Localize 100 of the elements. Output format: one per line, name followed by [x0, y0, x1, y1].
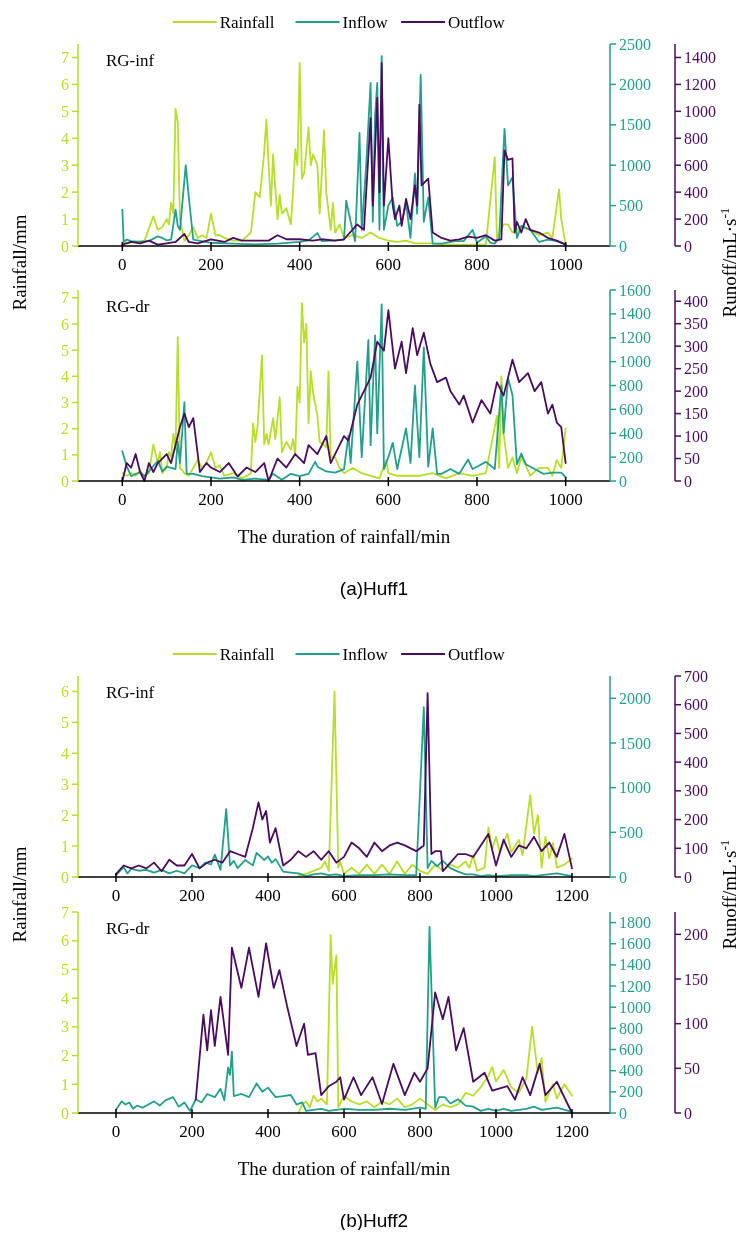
y3-tick-label: 150	[684, 405, 708, 423]
y2-tick-label: 1000	[619, 156, 651, 174]
y-tick-label: 4	[61, 989, 69, 1007]
y-tick-label: 6	[61, 76, 69, 93]
y3-tick-label: 0	[684, 868, 692, 886]
y-tick-label: 3	[61, 156, 69, 174]
y-tick-label: 6	[61, 932, 69, 950]
y-tick-label: 7	[61, 903, 69, 921]
y-tick-label: 7	[61, 49, 69, 67]
y3-tick-label: 400	[684, 753, 708, 771]
x-tick-label: 800	[407, 1122, 433, 1141]
legend-label: Rainfall	[219, 644, 275, 664]
y2-tick-label: 1000	[619, 998, 651, 1016]
y2-tick-label: 0	[619, 237, 627, 255]
x-tick-label: 400	[255, 1122, 281, 1141]
y2-tick-label: 500	[619, 197, 643, 215]
y-tick-label: 1	[61, 210, 69, 228]
y3-tick-label: 400	[684, 292, 708, 310]
x-tick-label: 0	[118, 490, 127, 509]
y2-tick-label: 1000	[619, 353, 651, 371]
y3-tick-label: 200	[684, 925, 708, 943]
legend-label: Outflow	[448, 12, 506, 32]
y2-tick-label: 800	[619, 1019, 643, 1037]
y-tick-label: 1	[61, 837, 69, 855]
y2-tick-label: 1600	[619, 281, 651, 299]
y-axis-title: Rainfall/mm	[9, 214, 30, 311]
y3-tick-label: 200	[684, 210, 708, 228]
y2-tick-label: 400	[619, 424, 643, 442]
line-series	[194, 942, 573, 1114]
x-tick-label: 600	[331, 886, 357, 905]
y3-tick-label: 800	[684, 129, 708, 147]
y-tick-label: 2	[61, 183, 69, 201]
y2-tick-label: 400	[619, 1062, 643, 1080]
x-tick-label: 400	[286, 490, 313, 509]
y2-tick-label: 200	[619, 448, 643, 466]
y-tick-label: 0	[61, 472, 69, 490]
y3-tick-label: 0	[684, 237, 692, 255]
legend-label: Rainfall	[219, 12, 275, 32]
y3-tick-label: 200	[684, 811, 708, 829]
chart-title: RG-inf	[106, 51, 155, 70]
y-tick-label: 5	[61, 341, 69, 359]
y-tick-label: 0	[61, 868, 69, 886]
y-tick-label: 1	[61, 1075, 69, 1093]
y3-tick-label: 600	[684, 156, 708, 174]
y-tick-label: 0	[61, 237, 69, 255]
x-tick-label: 800	[407, 886, 433, 905]
y3-tick-label: 200	[684, 382, 708, 400]
x-tick-label: 1200	[555, 1122, 589, 1141]
y3-tick-label: 400	[684, 183, 708, 201]
y2-tick-label: 1500	[619, 116, 651, 134]
y2-tick-label: 600	[619, 1041, 643, 1059]
chart-title: RG-dr	[106, 297, 150, 316]
x-tick-label: 600	[331, 1122, 357, 1141]
y-tick-label: 2	[61, 806, 69, 824]
y3-tick-label: 1000	[684, 102, 716, 120]
y-tick-label: 5	[61, 713, 69, 731]
y2-tick-label: 1200	[619, 977, 651, 995]
y-tick-label: 6	[61, 683, 69, 701]
y2-tick-label: 500	[619, 823, 643, 841]
x-tick-label: 800	[464, 490, 490, 509]
y2-tick-label: 0	[619, 868, 627, 886]
y2-tick-label: 0	[619, 1104, 627, 1122]
legend-label: Outflow	[448, 644, 506, 664]
x-tick-label: 600	[375, 490, 402, 509]
y-tick-label: 1	[61, 446, 69, 464]
y2-tick-label: 1400	[619, 956, 651, 974]
x-tick-label: 400	[286, 255, 313, 274]
x-tick-label: 800	[464, 255, 490, 274]
x-axis-title: The duration of rainfall/min	[237, 1158, 451, 1179]
y3-tick-label: 1400	[684, 49, 716, 67]
y3-tick-label: 150	[684, 970, 708, 988]
y2-tick-label: 1600	[619, 935, 651, 953]
x-tick-label: 1000	[479, 886, 513, 905]
y3-tick-label: 100	[684, 427, 708, 445]
y-tick-label: 6	[61, 315, 69, 333]
y2-tick-label: 1400	[619, 305, 651, 323]
y-tick-label: 3	[61, 775, 69, 793]
y2-tick-label: 1800	[619, 914, 651, 932]
y2-tick-label: 2000	[619, 76, 651, 93]
y-tick-label: 5	[61, 961, 69, 979]
x-tick-label: 200	[198, 490, 224, 509]
y2-tick-label: 600	[619, 400, 643, 418]
y-tick-label: 2	[61, 420, 69, 438]
y2-tick-label: 1000	[619, 779, 651, 797]
legend-label: Inflow	[342, 12, 389, 32]
y-tick-label: 2	[61, 1047, 69, 1065]
y3-tick-label: 300	[684, 782, 708, 800]
x-tick-label: 1200	[555, 886, 589, 905]
text: (a)Huff1	[339, 578, 409, 599]
y-axis-title: Rainfall/mm	[9, 846, 30, 943]
y-tick-label: 3	[61, 1018, 69, 1036]
y-tick-label: 3	[61, 394, 69, 412]
y3-tick-label: 50	[684, 450, 700, 468]
y2-tick-label: 2000	[619, 689, 651, 707]
y-tick-label: 7	[61, 289, 69, 307]
x-tick-label: 0	[111, 886, 121, 905]
x-tick-label: 1000	[548, 255, 583, 274]
y2-tick-label: 800	[619, 377, 643, 395]
y3-tick-label: 500	[684, 725, 708, 743]
y2-tick-label: 1500	[619, 734, 651, 752]
